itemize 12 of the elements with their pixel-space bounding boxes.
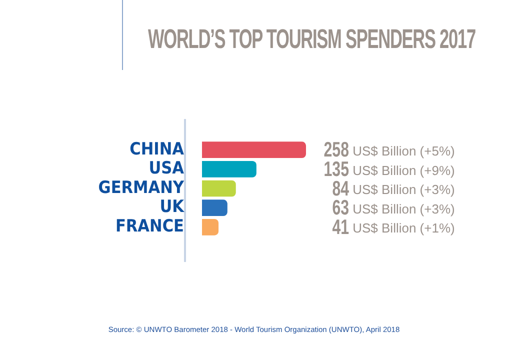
y-tick-label: USA bbox=[148, 158, 184, 179]
y-tick-label: UK bbox=[160, 197, 186, 218]
bar bbox=[202, 142, 306, 158]
data-label: 258 US$ Billion (+5%) bbox=[324, 137, 455, 162]
y-tick-label: CHINA bbox=[130, 139, 184, 160]
bar bbox=[202, 200, 228, 216]
bar bbox=[202, 218, 219, 236]
y-tick-label: FRANCE bbox=[115, 216, 184, 237]
y-tick-label: GERMANY bbox=[98, 178, 185, 198]
bar bbox=[202, 161, 256, 178]
bar bbox=[202, 180, 236, 197]
chart-title: WORLD’S TOP TOURISM SPENDERS 2017 bbox=[148, 24, 476, 55]
